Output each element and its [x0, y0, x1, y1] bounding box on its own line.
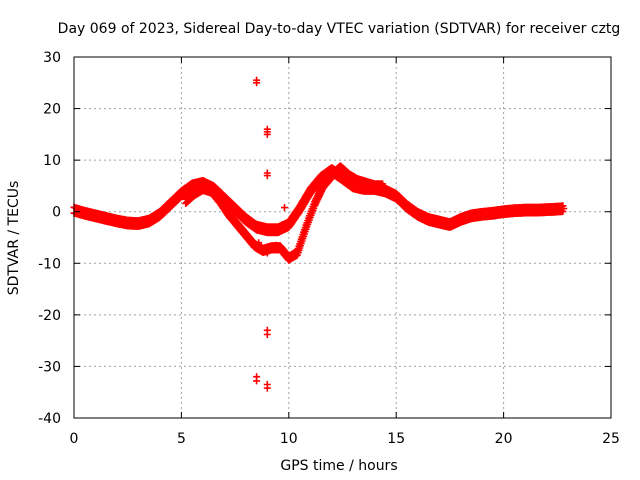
x-axis: 0 5 10 15 20 25	[70, 57, 620, 447]
y-axis: 30 20 10 0 -10 -20 -30 -40	[38, 50, 611, 427]
outlier-marker	[281, 204, 288, 212]
outlier-marker	[263, 384, 271, 392]
y-tick-label: 20	[43, 102, 61, 118]
outlier-marker	[255, 239, 263, 247]
x-tick-label: 0	[70, 431, 79, 447]
y-tick-label: -30	[38, 359, 61, 375]
y-tick-label: -20	[38, 308, 61, 324]
x-tick-label: 5	[177, 431, 186, 447]
outlier-marker	[272, 241, 280, 249]
y-tick-label: -10	[38, 256, 61, 272]
grid-lines	[74, 57, 611, 418]
plot-area-frame	[73, 56, 612, 419]
y-tick-label: -40	[38, 411, 61, 427]
y-tick-label: 30	[43, 50, 61, 66]
x-tick-label: 20	[495, 431, 513, 447]
x-axis-label: GPS time / hours	[280, 458, 397, 474]
outlier-marker	[253, 377, 261, 385]
data-point	[560, 205, 568, 213]
y-tick-label: 10	[43, 153, 61, 169]
data-marks	[70, 76, 568, 392]
chart-title: Day 069 of 2023, Sidereal Day-to-day VTE…	[58, 21, 621, 37]
y-axis-label: SDTVAR / TECUs	[6, 181, 22, 296]
data-point	[379, 182, 387, 190]
x-tick-label: 15	[387, 431, 405, 447]
outlier-marker	[253, 76, 261, 84]
outlier-marker	[263, 172, 271, 180]
outlier-marker	[263, 249, 271, 257]
y-tick-label: 0	[52, 205, 61, 221]
outlier-marker	[263, 130, 271, 138]
x-tick-label: 25	[602, 431, 620, 447]
outlier-marker	[263, 331, 271, 338]
x-tick-label: 10	[280, 431, 298, 447]
